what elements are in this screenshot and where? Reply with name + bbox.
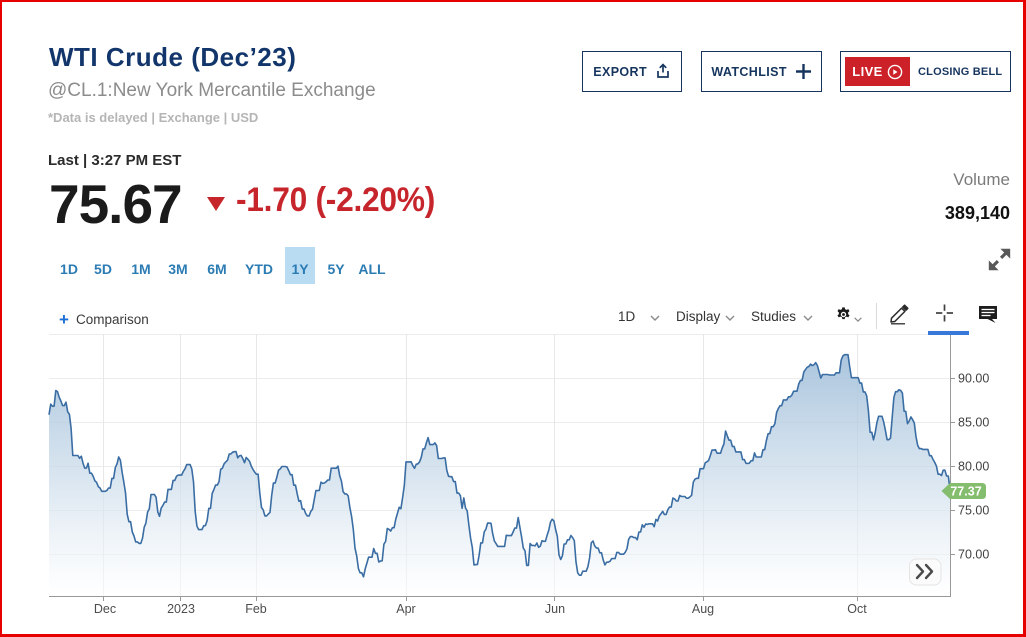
svg-text:Oct: Oct [847,602,867,616]
svg-text:85.00: 85.00 [958,416,989,430]
svg-text:77.37: 77.37 [950,485,981,499]
svg-text:90.00: 90.00 [958,372,989,386]
svg-text:75.00: 75.00 [958,504,989,518]
svg-text:2023: 2023 [167,602,195,616]
svg-text:Dec: Dec [94,602,116,616]
svg-text:Apr: Apr [396,602,415,616]
svg-text:70.00: 70.00 [958,548,989,562]
svg-text:Jun: Jun [545,602,565,616]
svg-text:80.00: 80.00 [958,460,989,474]
svg-text:Aug: Aug [692,602,714,616]
svg-text:Feb: Feb [245,602,267,616]
